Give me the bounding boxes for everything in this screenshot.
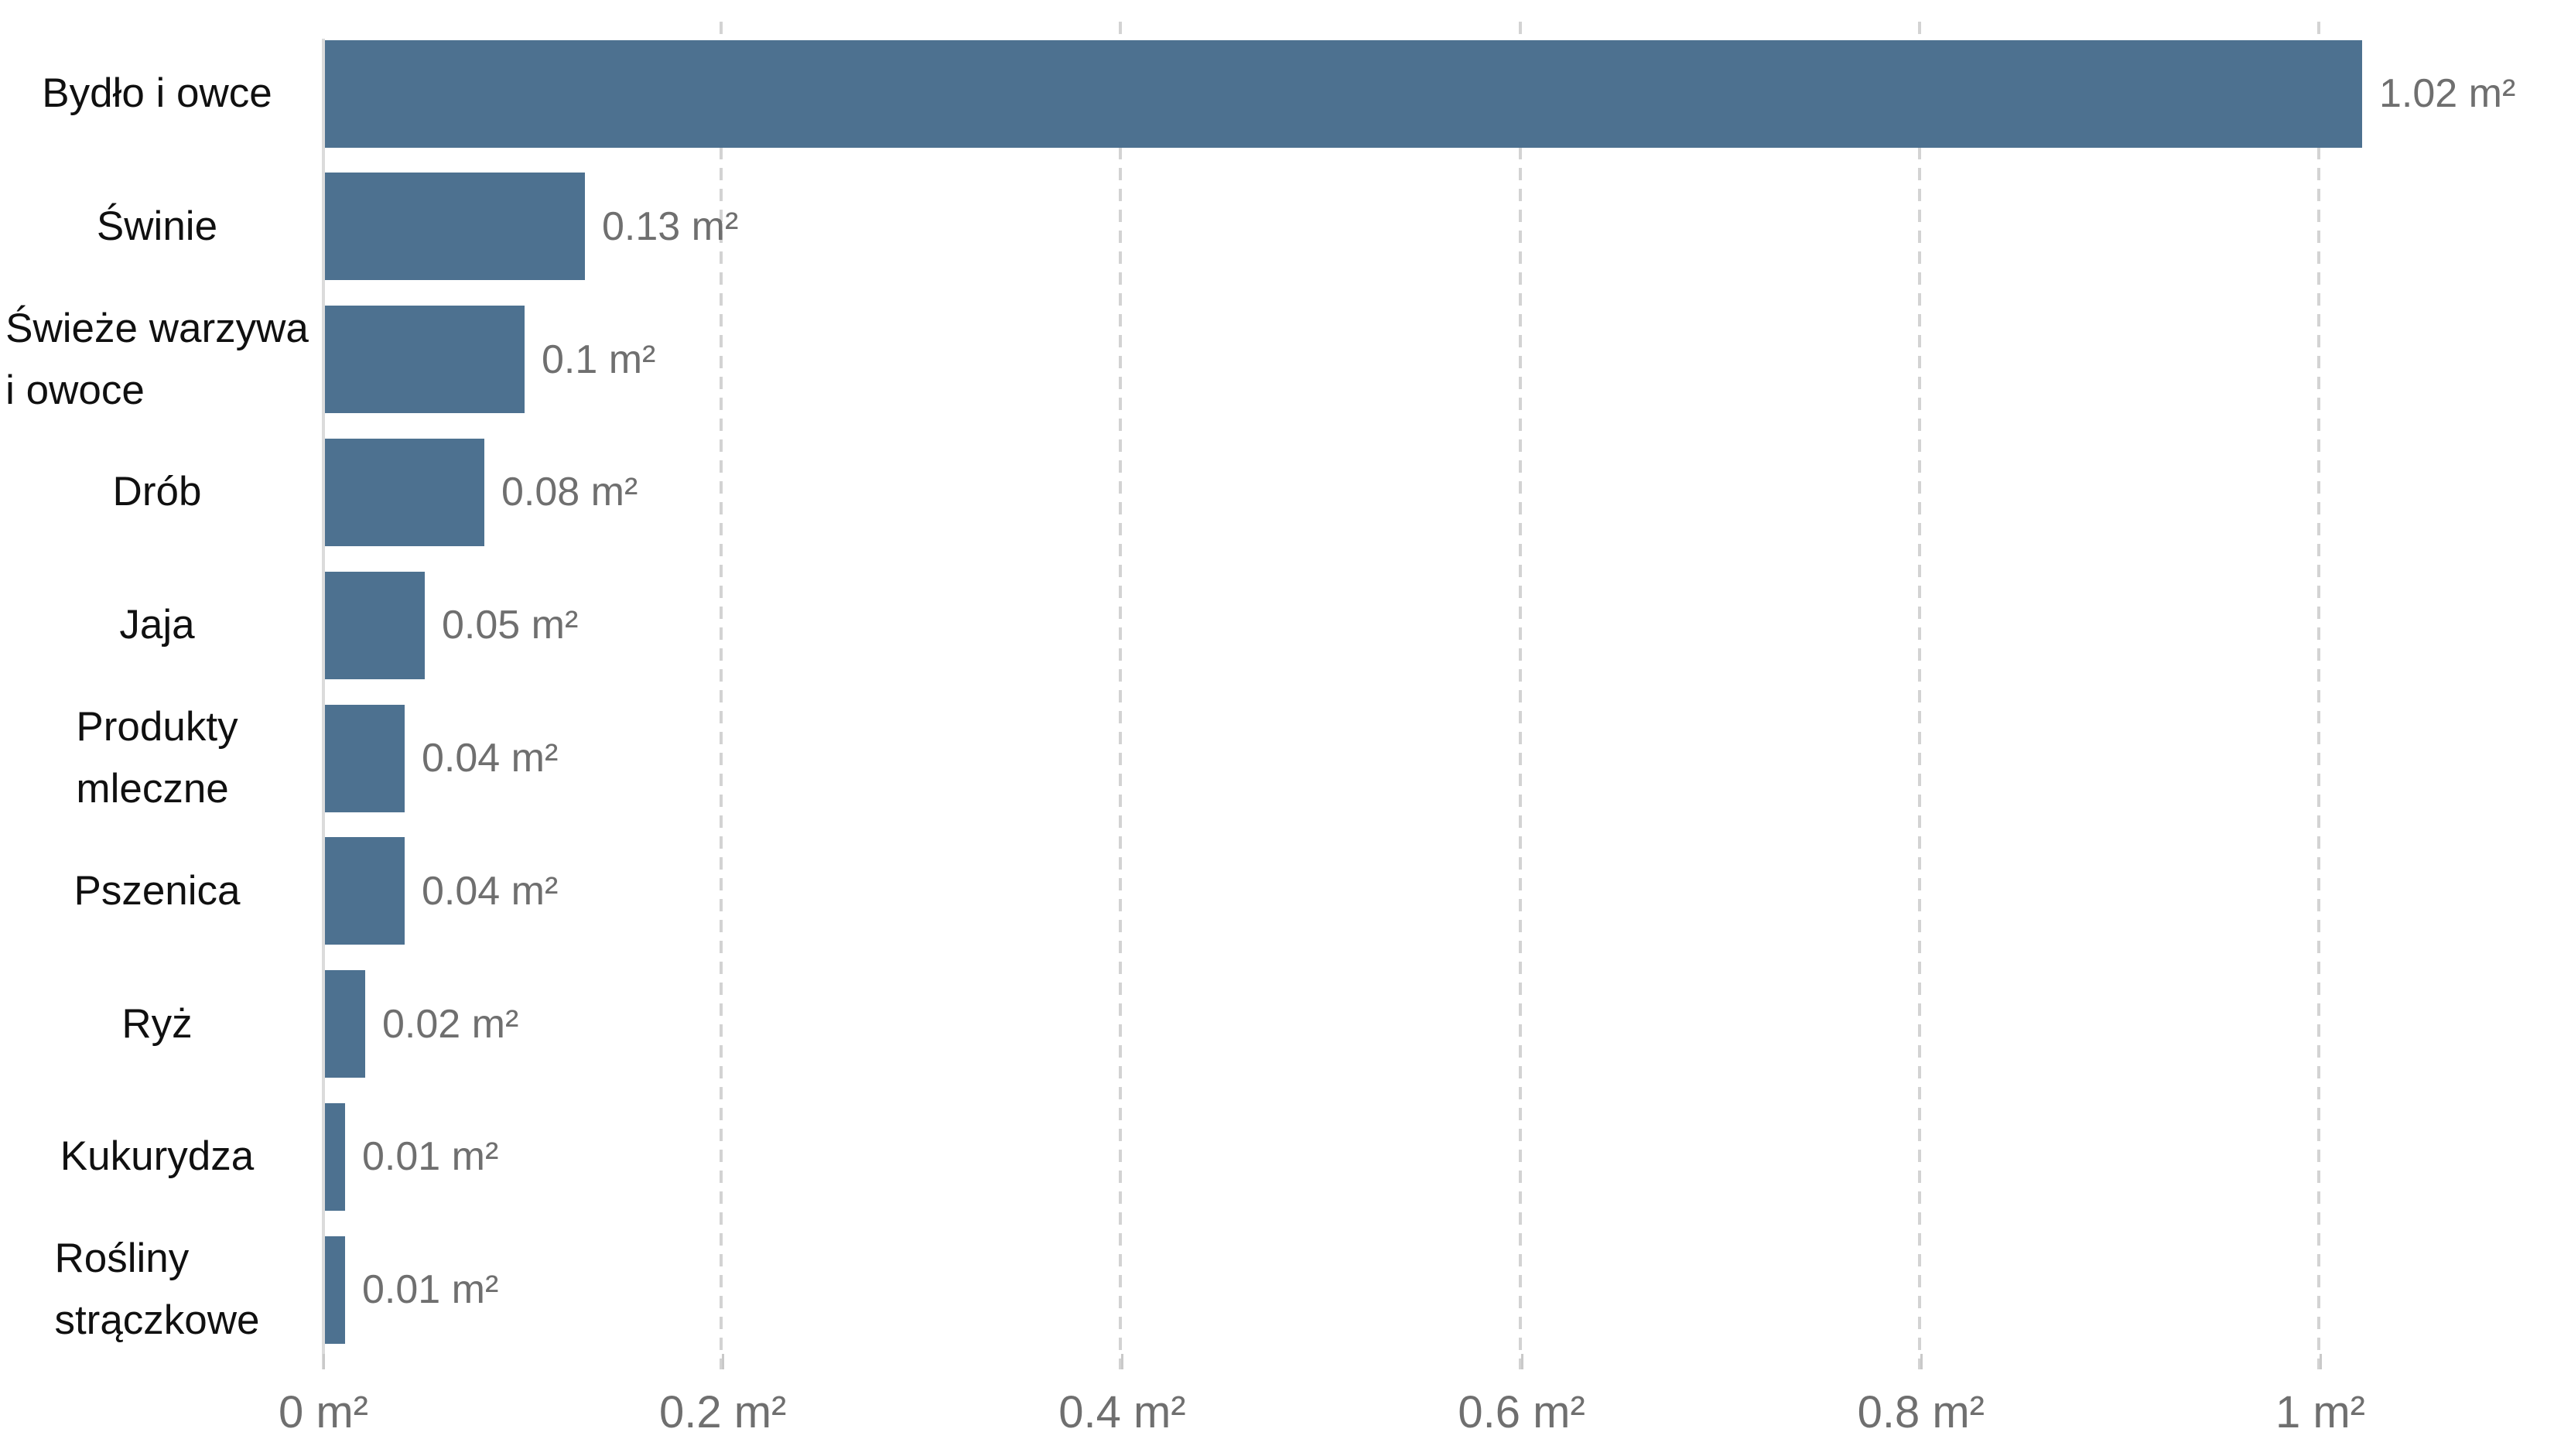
gridline (2317, 22, 2320, 1369)
x-axis-tick-mark (1920, 1354, 1923, 1369)
x-axis-tick-label: 0.6 m² (1458, 1387, 1585, 1437)
bar-value-label: 0.08 m² (501, 470, 638, 515)
bar-value-label: 0.04 m² (422, 868, 559, 914)
y-axis-line (322, 39, 325, 1369)
x-axis-tick-mark (722, 1354, 725, 1369)
bar-value-label: 0.05 m² (442, 603, 579, 648)
x-axis-tick-mark (1121, 1354, 1124, 1369)
category-label: Ryż (0, 958, 314, 1091)
x-axis-tick-label: 0.8 m² (1857, 1387, 1985, 1437)
gridline (720, 22, 723, 1369)
category-label: Świeże warzywa i owoce (0, 293, 314, 426)
category-label: Kukurydza (0, 1091, 314, 1224)
bar (325, 571, 425, 679)
category-label: Rośliny strączkowe (0, 1223, 314, 1356)
bar-value-label: 0.01 m² (362, 1267, 499, 1313)
bar-value-label: 0.1 m² (542, 337, 656, 382)
category-label: Bydło i owce (0, 27, 314, 160)
x-axis-tick-label: 0.4 m² (1058, 1387, 1186, 1437)
gridline (1917, 22, 1921, 1369)
x-axis-tick-mark (323, 1354, 325, 1369)
bar (325, 1236, 345, 1344)
category-label-text: Jaja (119, 602, 195, 648)
category-label-text: Rośliny strączkowe (54, 1236, 260, 1344)
category-label-text: Kukurydza (60, 1133, 255, 1180)
bar (325, 39, 2362, 148)
x-axis-tick-label: 0.2 m² (659, 1387, 787, 1437)
x-axis-tick-mark (1520, 1354, 1523, 1369)
x-axis-tick-mark (2320, 1354, 2322, 1369)
bar (325, 173, 585, 281)
category-label: Jaja (0, 559, 314, 692)
category-label-text: Ryż (121, 1000, 193, 1047)
bar-value-label: 0.01 m² (362, 1134, 499, 1180)
x-axis-tick-label: 0 m² (279, 1387, 368, 1437)
category-label-text: Pszenica (74, 867, 241, 914)
bar-value-label: 0.13 m² (602, 203, 739, 249)
bar-value-label: 0.02 m² (382, 1001, 519, 1047)
bar-value-label: 1.02 m² (2379, 71, 2516, 116)
category-label-text: Świnie (96, 203, 218, 249)
bar (325, 970, 365, 1078)
category-label-text: Produkty mleczne (76, 703, 238, 812)
category-label: Drób (0, 426, 314, 559)
bar (325, 438, 484, 546)
bar-value-label: 0.04 m² (422, 736, 559, 781)
category-label-text: Bydło i owce (42, 70, 272, 116)
category-label: Świnie (0, 160, 314, 293)
category-label-text: Drób (112, 469, 202, 515)
bar (325, 1102, 345, 1211)
bar (325, 704, 405, 812)
category-label: Pszenica (0, 825, 314, 958)
bar (325, 837, 405, 945)
category-label: Produkty mleczne (0, 692, 314, 825)
bar (325, 306, 525, 414)
gridline (1119, 22, 1123, 1369)
category-label-text: Świeże warzywa i owoce (5, 305, 309, 413)
x-axis-tick-label: 1 m² (2275, 1387, 2365, 1437)
gridline (1518, 22, 1522, 1369)
